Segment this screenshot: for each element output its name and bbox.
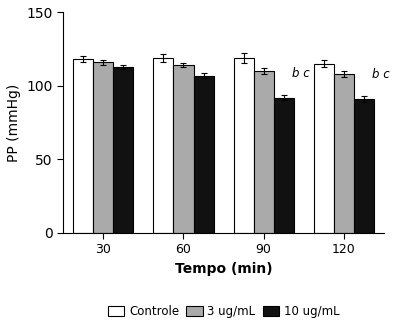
Bar: [334, 74, 354, 233]
Bar: [274, 98, 294, 233]
Y-axis label: PP (mmHg): PP (mmHg): [7, 83, 21, 162]
Text: b c: b c: [372, 68, 389, 81]
Bar: [254, 71, 274, 233]
Bar: [193, 76, 214, 233]
Legend: Controle, 3 ug/mL, 10 ug/mL: Controle, 3 ug/mL, 10 ug/mL: [103, 300, 344, 323]
Bar: [173, 65, 193, 233]
Text: b c: b c: [292, 67, 309, 80]
Bar: [233, 58, 254, 233]
Bar: [114, 67, 133, 233]
Bar: [93, 62, 114, 233]
X-axis label: Tempo (min): Tempo (min): [175, 262, 272, 276]
Bar: [154, 58, 173, 233]
Bar: [73, 59, 93, 233]
Bar: [314, 64, 334, 233]
Bar: [354, 99, 374, 233]
